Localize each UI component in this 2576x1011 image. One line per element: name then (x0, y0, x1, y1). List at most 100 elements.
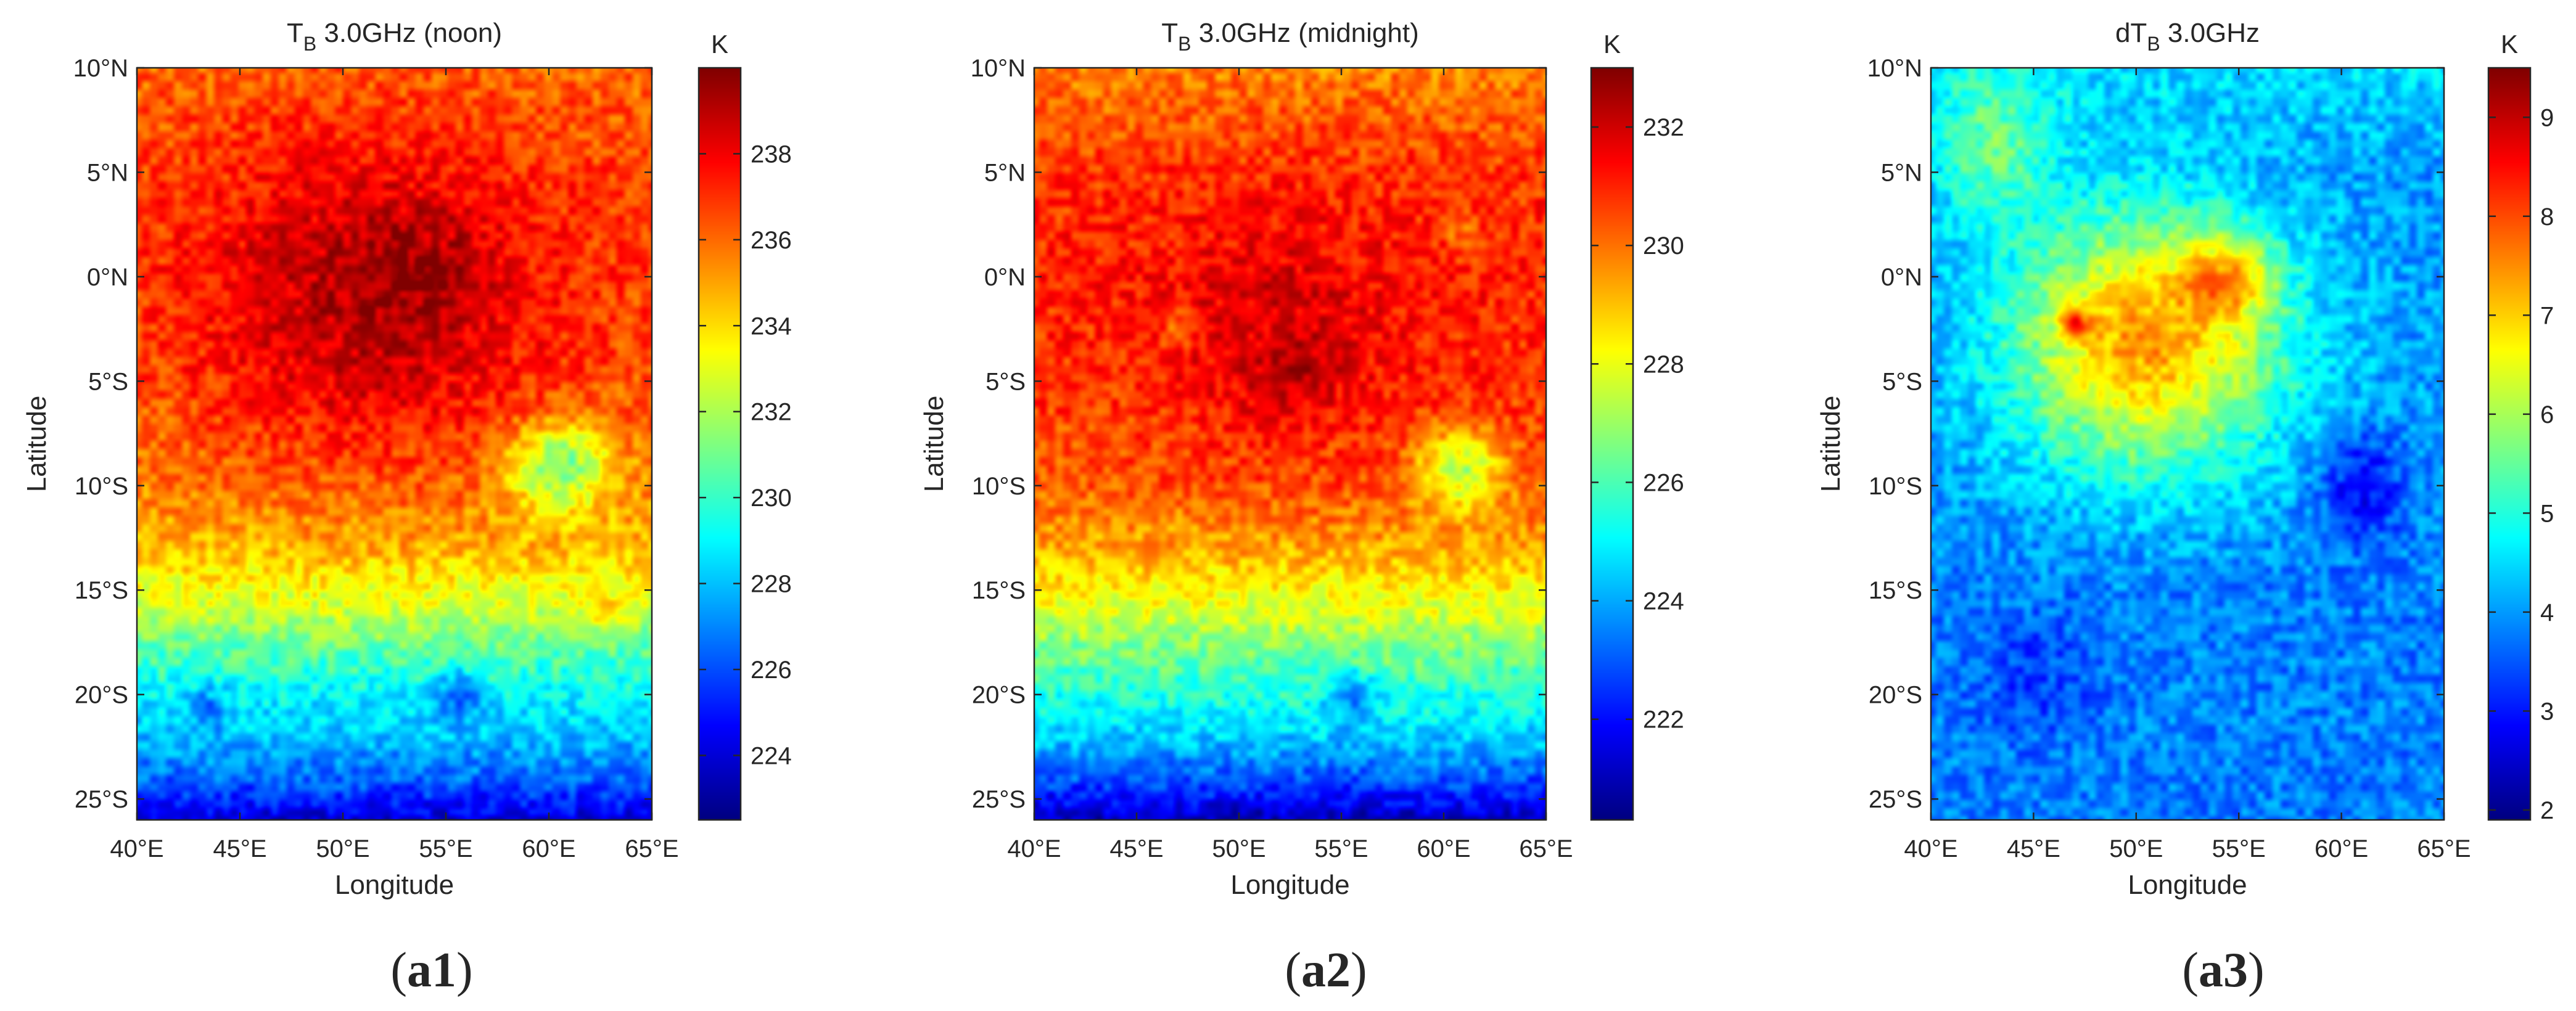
y-tick-label: 5°S (986, 368, 1026, 395)
x-axis-label: Longitude (2128, 870, 2247, 900)
x-axis-label: Longitude (1230, 870, 1349, 900)
y-tick-label: 25°S (75, 786, 128, 813)
colorbar: 222 224 226 228 230 232 K (1590, 30, 1684, 821)
panel-label-close-paren: ) (2248, 943, 2265, 997)
panel-a3: 40°E 45°E 50°E 55°E 60°E 65°E 10°N 5°N 0°N 5°S 10°… (1816, 18, 2554, 997)
colorbar-tick-label: 4 (2540, 599, 2554, 626)
panel-label: (a3) (2182, 943, 2264, 997)
chart-title: TB 3.0GHz (midnight) (1161, 18, 1418, 55)
y-tick-label: 20°S (1869, 682, 1922, 709)
colorbar-frame (2487, 67, 2532, 821)
chart-title-rest: 3.0GHz (2160, 18, 2260, 48)
chart-title-main: T (287, 18, 303, 48)
panel-label-text: a2 (1301, 943, 1351, 997)
panel-label-open-paren: ( (2182, 943, 2199, 997)
colorbar-tick-label: 7 (2540, 302, 2554, 329)
x-tick-label: 50°E (316, 835, 369, 862)
x-tick-label: 45°E (2007, 835, 2060, 862)
x-tick-label: 55°E (419, 835, 472, 862)
chart-title: TB 3.0GHz (noon) (287, 18, 502, 55)
colorbar-tick-label: 234 (751, 313, 792, 340)
panel-label: (a2) (1285, 943, 1367, 997)
panel-a2: 40°E 45°E 50°E 55°E 60°E 65°E 10°N 5°N 0°N 5°S 10°… (919, 18, 1684, 997)
colorbar-gradient (699, 68, 741, 820)
colorbar-unit-label: K (2501, 30, 2518, 59)
chart-title-main: T (1161, 18, 1178, 48)
y-tick-label: 5°S (88, 368, 128, 395)
y-tick-label: 15°S (75, 577, 128, 604)
chart-title-subscript: B (2147, 33, 2160, 55)
x-tick-label: 60°E (522, 835, 575, 862)
colorbar-tick-label: 3 (2540, 698, 2554, 725)
x-tick-label: 60°E (2315, 835, 2368, 862)
chart-title-subscript: B (1178, 33, 1191, 55)
chart-title-rest: 3.0GHz (midnight) (1191, 18, 1419, 48)
y-tick-label: 10°S (75, 473, 128, 500)
axes-frame (1033, 67, 1547, 821)
x-tick-label: 55°E (2212, 835, 2266, 862)
panel-label: (a1) (390, 943, 472, 997)
colorbar-tick-label: 8 (2540, 203, 2554, 231)
y-tick-label: 5°N (984, 159, 1026, 186)
x-tick-label: 40°E (1007, 835, 1061, 862)
colorbar-tick-label: 5 (2540, 500, 2554, 527)
x-tick-label: 50°E (2109, 835, 2163, 862)
colorbar-tick-label: 236 (751, 227, 792, 254)
colorbar-unit-label: K (1603, 30, 1621, 59)
colorbar-tick-label: 226 (751, 657, 792, 684)
colorbar-frame (1590, 67, 1634, 821)
y-tick-label: 15°S (1869, 577, 1922, 604)
y-tick-label: 5°N (87, 159, 128, 186)
colorbar-unit-label: K (711, 30, 728, 59)
axes-frame (136, 67, 653, 821)
colorbar-tick-label: 230 (751, 485, 792, 512)
panel-label-close-paren: ) (1351, 943, 1367, 997)
y-tick-label: 0°N (984, 264, 1026, 291)
colorbar-tick-label: 238 (751, 141, 792, 168)
x-tick-label: 45°E (213, 835, 266, 862)
x-tick-label: 45°E (1109, 835, 1163, 862)
panel-label-open-paren: ( (1285, 943, 1301, 997)
x-tick-label: 60°E (1417, 835, 1470, 862)
panel-label-close-paren: ) (456, 943, 473, 997)
y-tick-label: 25°S (1869, 786, 1922, 813)
y-tick-label: 0°N (87, 264, 128, 291)
panel-a1: 40°E 45°E 50°E 55°E 60°E 65°E 10°N 5°N 0°N 5°S 10°… (22, 18, 792, 997)
x-tick-label: 65°E (2417, 835, 2471, 862)
y-axis-label: Latitude (1816, 396, 1846, 493)
heatmap-a3 (1931, 68, 2444, 820)
y-tick-label: 25°S (972, 786, 1026, 813)
y-axis-label: Latitude (919, 396, 949, 493)
y-tick-label: 10°S (1869, 473, 1922, 500)
y-tick-label: 5°N (1881, 159, 1922, 186)
chart-title-subscript: B (303, 33, 316, 55)
axes-frame (1930, 67, 2445, 821)
colorbar-tick-label: 2 (2540, 797, 2554, 824)
panel-label-text: a3 (2199, 943, 2248, 997)
colorbar-tick-label: 232 (1643, 114, 1684, 141)
x-tick-label: 65°E (1519, 835, 1573, 862)
colorbar-tick-label: 224 (751, 742, 792, 769)
y-tick-label: 10°N (1867, 55, 1922, 82)
colorbar-tick-label: 226 (1643, 469, 1684, 496)
colorbar-tick-label: 228 (1643, 351, 1684, 378)
panel-label-text: a1 (407, 943, 456, 997)
y-tick-label: 10°S (972, 473, 1026, 500)
y-axis-label: Latitude (22, 396, 52, 493)
colorbar: 2 3 4 5 6 7 8 9 K (2487, 30, 2554, 824)
heatmap-a1 (137, 68, 652, 820)
chart-title-main: dT (2115, 18, 2147, 48)
colorbar-tick-label: 230 (1643, 232, 1684, 260)
colorbar-tick-label: 9 (2540, 104, 2554, 131)
y-tick-label: 5°S (1882, 368, 1922, 395)
colorbar-tick-label: 224 (1643, 588, 1684, 615)
y-tick-label: 20°S (972, 682, 1026, 709)
x-tick-label: 50°E (1212, 835, 1265, 862)
chart-title: dTB 3.0GHz (2115, 18, 2260, 55)
colorbar-tick-label: 232 (751, 399, 792, 426)
panel-label-open-paren: ( (390, 943, 407, 997)
y-tick-label: 20°S (75, 682, 128, 709)
y-tick-label: 0°N (1881, 264, 1922, 291)
y-tick-label: 15°S (972, 577, 1026, 604)
y-tick-label: 10°N (73, 55, 128, 82)
